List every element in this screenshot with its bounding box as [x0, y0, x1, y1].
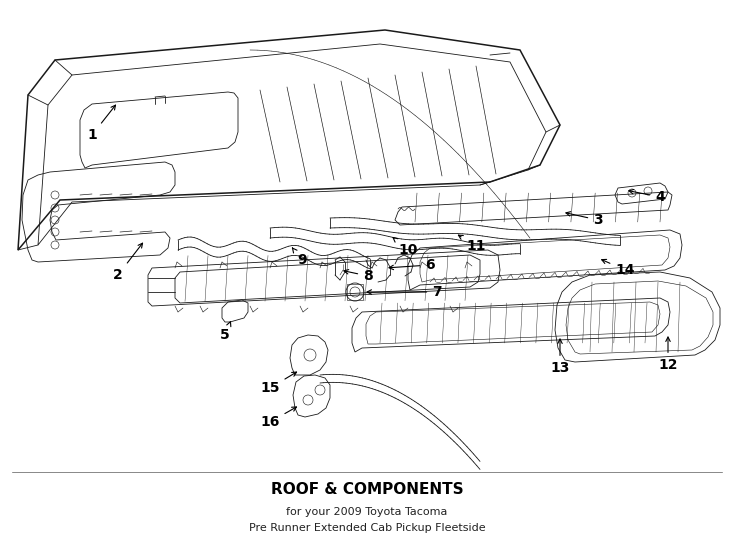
- Text: 1: 1: [87, 105, 115, 142]
- Text: 7: 7: [367, 285, 442, 299]
- Text: Pre Runner Extended Cab Pickup Fleetside: Pre Runner Extended Cab Pickup Fleetside: [249, 523, 485, 533]
- Text: 3: 3: [566, 212, 603, 227]
- Text: 6: 6: [389, 258, 435, 272]
- Text: 5: 5: [220, 322, 230, 342]
- Text: for your 2009 Toyota Tacoma: for your 2009 Toyota Tacoma: [286, 507, 448, 517]
- Text: 2: 2: [113, 243, 142, 282]
- Text: 14: 14: [602, 259, 635, 277]
- Text: 12: 12: [658, 337, 677, 372]
- Text: 8: 8: [344, 269, 373, 283]
- Text: 4: 4: [629, 190, 665, 204]
- Text: 9: 9: [292, 248, 307, 267]
- Text: ROOF & COMPONENTS: ROOF & COMPONENTS: [271, 483, 463, 497]
- Text: 15: 15: [261, 372, 297, 395]
- Text: 10: 10: [393, 238, 418, 257]
- Text: 11: 11: [459, 235, 486, 253]
- Text: 13: 13: [550, 339, 570, 375]
- Text: 16: 16: [261, 407, 297, 429]
